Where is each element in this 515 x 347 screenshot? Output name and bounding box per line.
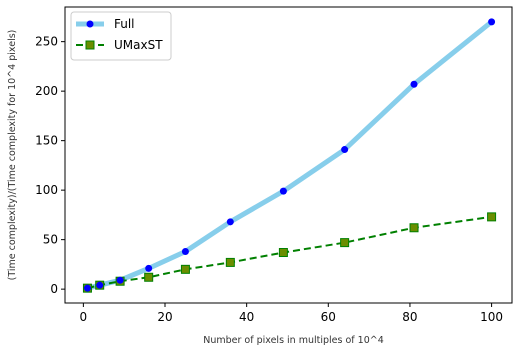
x-tick-label: 0 — [80, 310, 88, 324]
full-point — [145, 264, 153, 272]
y-tick-label: 0 — [50, 282, 58, 296]
full-point — [279, 187, 287, 195]
full-point — [488, 18, 496, 26]
umaxst-point — [144, 272, 154, 282]
y-tick-label: 50 — [43, 233, 58, 247]
umaxst-point — [409, 223, 419, 233]
series-line-umaxst — [87, 215, 492, 290]
y-tick-label: 200 — [35, 84, 58, 98]
x-axis-ticks: 0 20 40 60 80 100 — [80, 303, 503, 324]
umaxst-point — [487, 212, 497, 222]
plot-frame — [64, 6, 513, 304]
x-tick-label: 20 — [157, 310, 172, 324]
full-point — [181, 248, 189, 256]
full-point — [226, 218, 234, 226]
x-tick-label: 40 — [239, 310, 254, 324]
umaxst-point — [180, 264, 190, 274]
full-point — [116, 276, 124, 284]
full-point — [410, 80, 418, 88]
x-axis-label: Number of pixels in multiples of 10^4 — [203, 335, 384, 346]
umaxst-point — [340, 238, 350, 248]
legend-label-full: Full — [114, 17, 135, 31]
y-tick-label: 250 — [35, 35, 58, 49]
x-tick-label: 100 — [480, 310, 503, 324]
series-layer — [82, 18, 497, 293]
legend-marker-full — [86, 20, 94, 28]
x-tick-label: 60 — [321, 310, 336, 324]
full-point — [96, 281, 104, 289]
legend-label-umaxst: UMaxST — [114, 38, 163, 52]
full-point — [341, 146, 349, 154]
umaxst-point — [225, 257, 235, 267]
umaxst-point — [278, 248, 288, 258]
series-line-full — [84, 19, 495, 291]
y-tick-label: 100 — [35, 183, 58, 197]
y-axis-label: (Time complexity)/(Time complexity for 1… — [7, 30, 18, 281]
full-point — [83, 284, 91, 292]
legend: Full UMaxST — [70, 11, 172, 61]
y-tick-label: 150 — [35, 134, 58, 148]
x-tick-label: 80 — [402, 310, 417, 324]
y-axis-ticks: 0 50 100 150 200 250 — [35, 35, 65, 296]
legend-marker-umaxst — [85, 40, 95, 50]
